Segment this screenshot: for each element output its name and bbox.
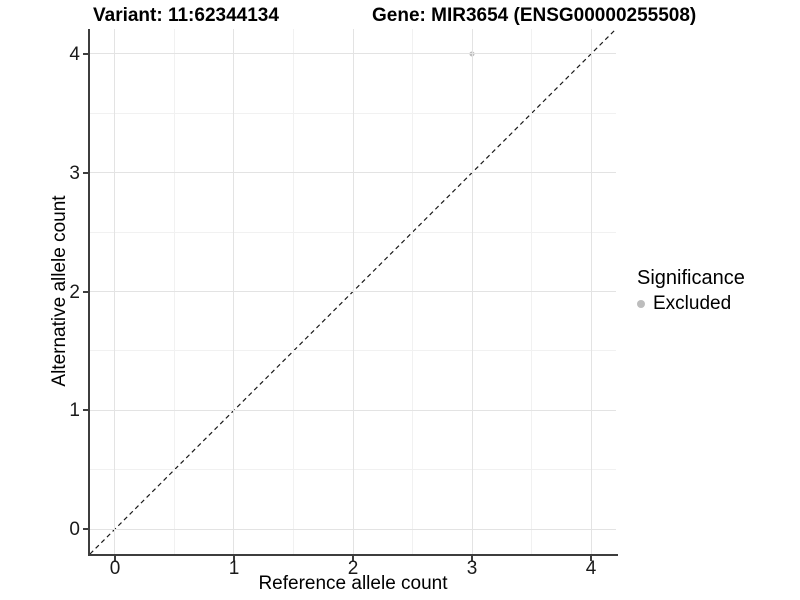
y-tick-label: 0 xyxy=(69,519,80,541)
plot-panel xyxy=(89,28,617,555)
legend-point-swatch xyxy=(637,300,645,308)
x-axis-title: Reference allele count xyxy=(258,573,448,594)
y-tick-mark xyxy=(83,171,88,174)
gene-title: Gene: MIR3654 (ENSG00000255508) xyxy=(372,5,697,26)
y-tick-mark xyxy=(83,409,88,412)
legend-item: Excluded xyxy=(628,293,800,315)
y-tick-label: 3 xyxy=(69,162,80,184)
x-axis-line xyxy=(88,554,618,556)
legend-item-label: Excluded xyxy=(653,293,732,314)
x-tick-label: 4 xyxy=(585,558,597,579)
major-gridline-y xyxy=(90,172,616,174)
legend-entries: Excluded xyxy=(628,293,800,315)
y-tick-label: 2 xyxy=(69,281,80,303)
y-tick-mark xyxy=(83,528,88,531)
x-tick-label: 1 xyxy=(228,558,240,579)
x-tick-mark xyxy=(590,556,592,561)
y-tick-mark xyxy=(83,290,88,293)
legend: Significance Excluded xyxy=(628,266,800,315)
x-tick-mark xyxy=(352,556,354,561)
x-tick-label: 2 xyxy=(347,558,359,579)
y-tick-label: 1 xyxy=(69,400,80,422)
x-tick-mark xyxy=(113,556,116,561)
x-tick-label: 0 xyxy=(109,558,121,579)
major-gridline-y xyxy=(90,53,616,55)
y-axis-line xyxy=(88,29,90,556)
x-tick-label: 3 xyxy=(466,558,478,579)
major-gridline-y xyxy=(90,291,616,292)
y-tick-label: 4 xyxy=(69,43,80,65)
major-gridline-y xyxy=(90,528,616,530)
major-gridline-y xyxy=(90,409,616,411)
x-tick-mark xyxy=(471,556,473,561)
x-tick-mark xyxy=(232,556,235,561)
y-tick-mark xyxy=(83,52,88,55)
legend-title: Significance xyxy=(637,267,745,289)
variant-title: Variant: 11:62344134 xyxy=(93,5,279,26)
